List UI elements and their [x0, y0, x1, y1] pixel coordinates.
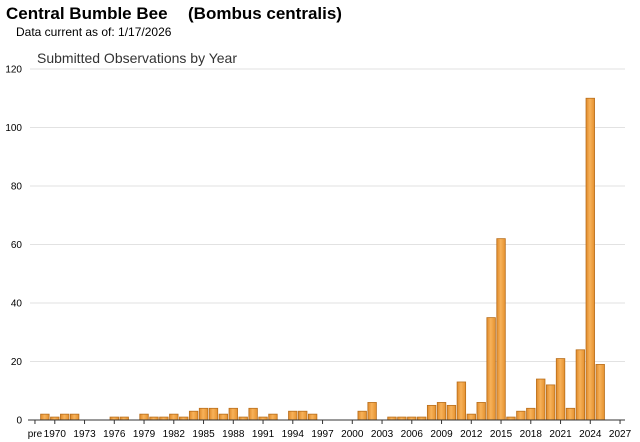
- bar-1990: [248, 407, 258, 421]
- bar-2018: [526, 407, 536, 421]
- bar-1971: [60, 413, 70, 421]
- x-tick-label: 1994: [282, 429, 305, 440]
- y-axis-ticks: 0 20 40 60 80 100 120: [5, 65, 22, 427]
- bar-2008: [426, 404, 437, 421]
- data-current-date: Data current as of: 1/17/2026: [16, 25, 172, 39]
- bar-1987: [218, 413, 229, 421]
- x-tick-label: 1976: [103, 429, 126, 440]
- bar-1992: [268, 413, 278, 421]
- bar-1995: [298, 410, 308, 421]
- bar-2021: [555, 358, 566, 421]
- x-tick-label: 2000: [341, 429, 364, 440]
- chart-title: Submitted Observations by Year: [37, 50, 238, 66]
- x-tick-label: 1970: [44, 429, 67, 440]
- bars: [40, 97, 605, 421]
- x-tick-label: pre: [28, 429, 43, 440]
- bar-1988: [228, 407, 238, 421]
- bar-2014: [486, 317, 496, 421]
- bar-1979: [139, 413, 149, 421]
- bar-1996: [307, 413, 318, 421]
- y-tick-label: 80: [11, 182, 23, 193]
- x-tick-label: 2027: [609, 429, 632, 440]
- x-tick-label: 2003: [371, 429, 394, 440]
- x-tick-label: 1991: [252, 429, 275, 440]
- x-tick-label: 2024: [579, 429, 602, 440]
- species-common-name: Central Bumble Bee: [6, 4, 168, 23]
- bar-2020: [545, 384, 556, 421]
- y-tick-label: 120: [5, 65, 22, 76]
- page-title: Central Bumble Bee (Bombus centralis): [6, 4, 342, 24]
- x-tick-label: 1985: [192, 429, 215, 440]
- bar-2024: [585, 97, 595, 421]
- x-tick-label: 1979: [133, 429, 156, 440]
- x-tick-label: 2015: [490, 429, 513, 440]
- grid-lines: [30, 68, 625, 362]
- x-tick-label: 1997: [311, 429, 334, 440]
- bar-2011: [456, 381, 467, 421]
- x-tick-label: 2006: [401, 429, 424, 440]
- bar-1982: [169, 413, 179, 421]
- x-tick-label: 1973: [73, 429, 96, 440]
- bar-2023: [575, 349, 586, 421]
- y-tick-label: 0: [16, 416, 22, 427]
- y-tick-label: 60: [11, 240, 23, 251]
- bar-1984: [188, 410, 199, 421]
- bar-2012: [466, 413, 476, 421]
- x-tick-label: 1988: [222, 429, 245, 440]
- bar-2001: [357, 410, 367, 421]
- bar-2019: [536, 378, 546, 421]
- bar-1972: [69, 413, 80, 421]
- bar-2009: [436, 402, 447, 421]
- species-scientific-name: (Bombus centralis): [188, 4, 342, 23]
- x-tick-label: 2012: [460, 429, 483, 440]
- x-tick-label: 1982: [163, 429, 186, 440]
- bar-1986: [208, 407, 219, 421]
- bar-2015: [496, 238, 506, 421]
- y-tick-label: 20: [11, 357, 23, 368]
- bar-2002: [367, 402, 377, 421]
- y-tick-label: 40: [11, 299, 23, 310]
- y-tick-label: 100: [5, 123, 22, 134]
- bar-2025: [595, 364, 605, 421]
- bar-1994: [288, 410, 298, 421]
- x-tick-label: 2021: [549, 429, 572, 440]
- bar-1969: [40, 413, 50, 421]
- bar-1985: [198, 407, 209, 421]
- bar-2017: [516, 410, 526, 421]
- bar-2013: [476, 402, 486, 421]
- x-tick-label: 2018: [520, 429, 543, 440]
- bar-2010: [446, 404, 457, 421]
- x-axis-ticks: pre 1970 1973 1976 1979 1982 1985 1988 1991 1994 1…: [28, 420, 632, 440]
- x-tick-label: 2009: [430, 429, 453, 440]
- bar-2022: [565, 407, 576, 421]
